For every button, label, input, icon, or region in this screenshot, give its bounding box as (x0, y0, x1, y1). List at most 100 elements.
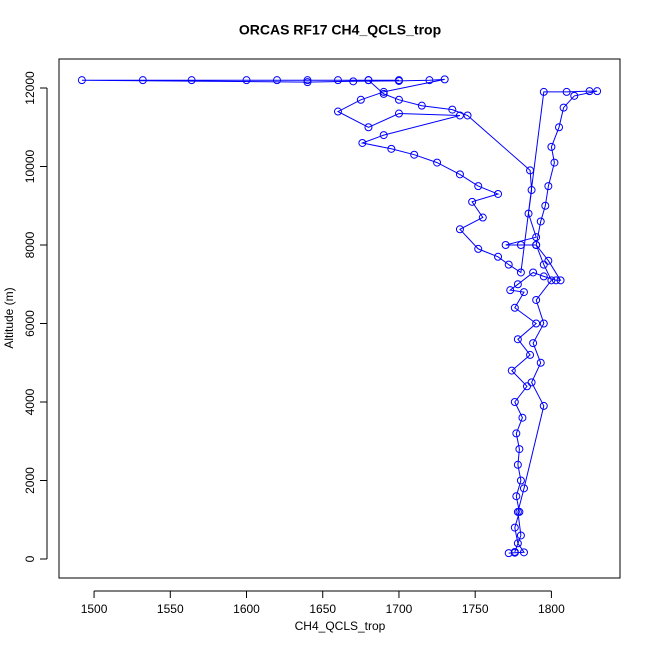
y-tick-label: 2000 (23, 467, 37, 494)
point (410, 150, 419, 159)
point (512, 429, 521, 438)
point (541, 201, 550, 210)
point (556, 276, 565, 285)
point (536, 217, 545, 226)
point (364, 123, 373, 132)
point (242, 76, 251, 85)
x-tick-label: 1500 (81, 602, 108, 616)
x-tick-label: 1550 (157, 602, 184, 616)
point (349, 77, 358, 86)
point (524, 209, 533, 218)
x-tick-label: 1600 (233, 602, 260, 616)
point (513, 507, 522, 516)
point (536, 358, 545, 367)
point (394, 109, 403, 118)
point (519, 548, 528, 557)
point (559, 103, 568, 112)
point (513, 280, 522, 289)
point (510, 547, 519, 556)
point (358, 138, 367, 147)
chart-title: ORCAS RF17 CH4_QCLS_trop (239, 22, 441, 38)
point (448, 105, 457, 114)
point (455, 111, 464, 120)
x-tick-label: 1800 (538, 602, 565, 616)
point (478, 213, 487, 222)
point (516, 476, 525, 485)
point (562, 87, 571, 96)
point (526, 166, 535, 175)
point (510, 303, 519, 312)
y-tick-label: 4000 (23, 388, 37, 415)
point (474, 244, 483, 253)
point (555, 123, 564, 132)
point (519, 484, 528, 493)
point (547, 276, 556, 285)
point (515, 445, 524, 454)
point (570, 91, 579, 100)
point (494, 189, 503, 198)
point (510, 398, 519, 407)
point (187, 76, 196, 85)
point (272, 76, 281, 85)
point (506, 286, 515, 295)
point (532, 319, 541, 328)
y-tick-label: 6000 (23, 310, 37, 337)
point (138, 76, 147, 85)
point (513, 335, 522, 344)
point (512, 492, 521, 501)
y-tick-label: 10000 (23, 149, 37, 183)
point (529, 268, 538, 277)
point (507, 366, 516, 375)
plot-box (58, 58, 621, 579)
point (333, 76, 342, 85)
point (544, 182, 553, 191)
point (379, 131, 388, 140)
x-tick-label: 1650 (309, 602, 336, 616)
point (379, 87, 388, 96)
point (523, 382, 532, 391)
point (529, 339, 538, 348)
point (518, 413, 527, 422)
point (494, 252, 503, 261)
point (501, 241, 510, 250)
point (440, 75, 449, 84)
point (333, 107, 342, 116)
series-line (81, 78, 598, 554)
point (539, 272, 548, 281)
point (394, 76, 403, 85)
point (551, 276, 560, 285)
point (379, 89, 388, 98)
point (364, 76, 373, 85)
point (510, 523, 519, 532)
y-axis-label: Altitude (m) (2, 287, 16, 348)
point (532, 295, 541, 304)
x-tick-label: 1750 (462, 602, 489, 616)
y-tick-label: 0 (23, 555, 37, 562)
point (417, 101, 426, 110)
point (532, 241, 541, 250)
point (356, 95, 365, 104)
y-tick-label: 12000 (23, 71, 37, 105)
point (539, 401, 548, 410)
point (425, 76, 434, 85)
point (474, 182, 483, 191)
point (539, 319, 548, 328)
point (504, 549, 513, 558)
point (527, 378, 536, 387)
point (550, 158, 559, 167)
point (455, 170, 464, 179)
point (516, 241, 525, 250)
point (516, 268, 525, 277)
point (539, 260, 548, 269)
y-tick-label: 8000 (23, 231, 37, 258)
point (513, 539, 522, 548)
point (547, 142, 556, 151)
point (394, 95, 403, 104)
point (516, 531, 525, 540)
point (593, 87, 602, 96)
point (513, 460, 522, 469)
point (526, 350, 535, 359)
